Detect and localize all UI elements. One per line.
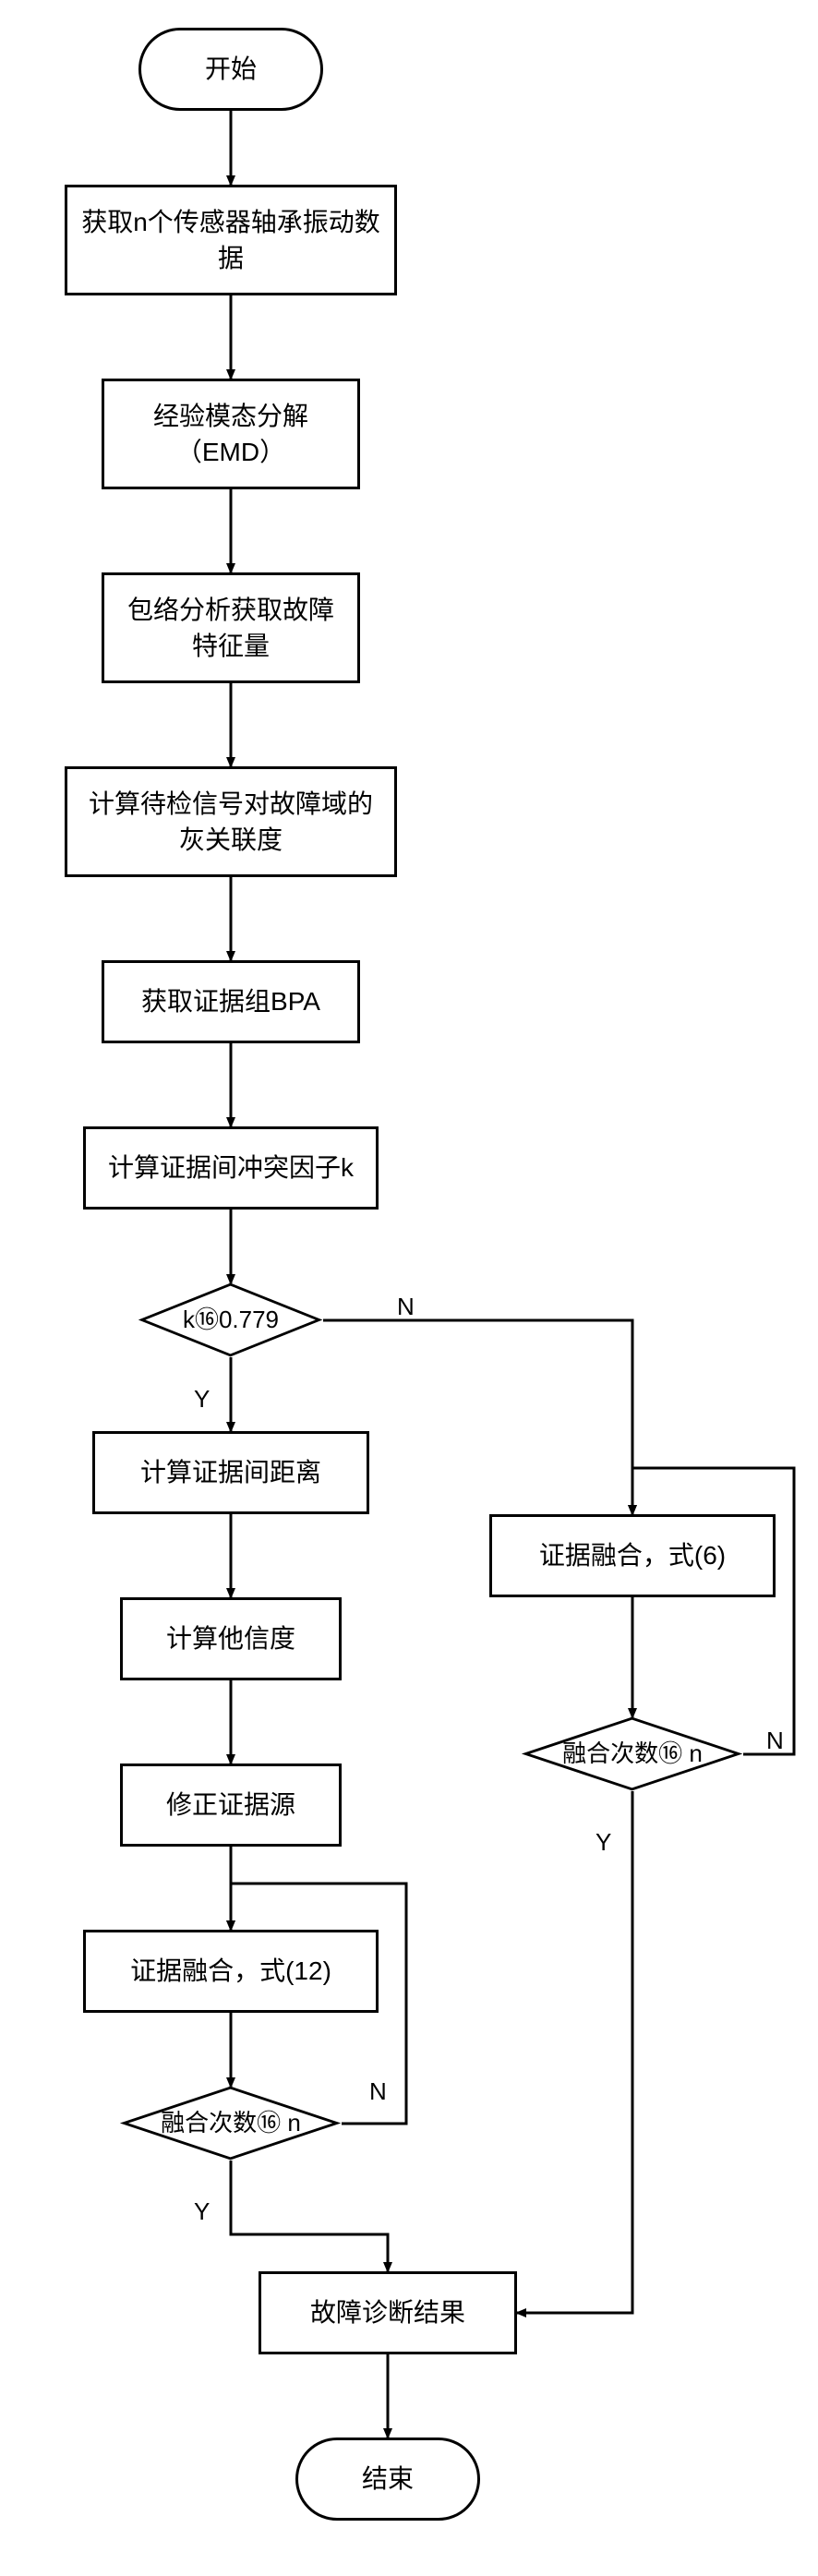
node-label: 获取n个传感器轴承振动数据 bbox=[78, 204, 383, 276]
edge-label: Y bbox=[194, 1385, 210, 1414]
decision-dec3: 融合次数⑯ n bbox=[522, 1717, 743, 1791]
process-result: 故障诊断结果 bbox=[259, 2271, 517, 2354]
edge-dec3-fuse6 bbox=[632, 1468, 794, 1754]
node-label: 计算证据间距离 bbox=[140, 1454, 321, 1490]
edge-label: N bbox=[369, 2077, 387, 2106]
process-bpa: 获取证据组BPA bbox=[102, 960, 360, 1043]
process-env: 包络分析获取故障特征量 bbox=[102, 572, 360, 683]
node-label: 开始 bbox=[205, 51, 257, 87]
process-fuse6: 证据融合，式(6) bbox=[489, 1514, 776, 1597]
node-label: 计算他信度 bbox=[166, 1620, 295, 1656]
node-label: 获取证据组BPA bbox=[141, 983, 320, 1019]
edge-label: N bbox=[397, 1293, 415, 1321]
process-kcalc: 计算证据间冲突因子k bbox=[83, 1126, 379, 1210]
node-label: 计算待检信号对故障域的灰关联度 bbox=[78, 786, 383, 858]
edge-dec1-fuse6 bbox=[323, 1320, 632, 1514]
node-label: 故障诊断结果 bbox=[310, 2294, 465, 2330]
node-label: 证据融合，式(12) bbox=[130, 1953, 331, 1989]
node-label: 修正证据源 bbox=[166, 1787, 295, 1823]
terminator-start: 开始 bbox=[138, 28, 323, 111]
edge-label: N bbox=[766, 1727, 784, 1755]
decision-dec1: k⑯0.779 bbox=[138, 1283, 323, 1357]
node-label: 证据融合，式(6) bbox=[539, 1537, 726, 1573]
edge-dec3-result bbox=[517, 1791, 632, 2313]
terminator-end: 结束 bbox=[295, 2438, 480, 2521]
edge-label: Y bbox=[595, 1828, 611, 1857]
node-label: 计算证据间冲突因子k bbox=[108, 1150, 354, 1186]
process-cred: 计算他信度 bbox=[120, 1597, 342, 1680]
edge-dec2-result bbox=[231, 2161, 388, 2271]
process-acq: 获取n个传感器轴承振动数据 bbox=[65, 185, 397, 295]
node-label: 经验模态分解（EMD） bbox=[115, 398, 346, 470]
process-emd: 经验模态分解（EMD） bbox=[102, 379, 360, 489]
decision-dec2: 融合次数⑯ n bbox=[120, 2087, 342, 2161]
process-fuse12: 证据融合，式(12) bbox=[83, 1930, 379, 2013]
node-label: 结束 bbox=[362, 2461, 414, 2497]
process-grey: 计算待检信号对故障域的灰关联度 bbox=[65, 766, 397, 877]
process-corr: 修正证据源 bbox=[120, 1763, 342, 1847]
process-dist: 计算证据间距离 bbox=[92, 1431, 369, 1514]
edge-label: Y bbox=[194, 2197, 210, 2226]
node-label: 包络分析获取故障特征量 bbox=[115, 592, 346, 664]
